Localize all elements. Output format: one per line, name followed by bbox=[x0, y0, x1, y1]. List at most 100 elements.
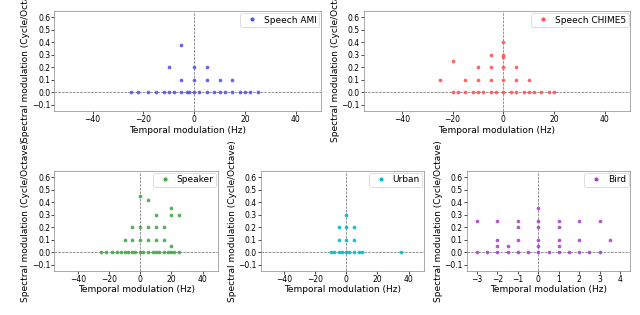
Point bbox=[154, 250, 164, 255]
Point bbox=[452, 90, 463, 95]
Point bbox=[492, 237, 502, 242]
Point bbox=[473, 65, 483, 70]
Point bbox=[135, 237, 145, 242]
Point bbox=[544, 90, 554, 95]
Point bbox=[127, 225, 138, 230]
Point bbox=[150, 212, 161, 217]
Point bbox=[341, 237, 351, 242]
Point bbox=[533, 250, 543, 255]
Point bbox=[533, 206, 543, 211]
Point bbox=[100, 250, 111, 255]
Point bbox=[189, 65, 199, 70]
Point bbox=[329, 250, 339, 255]
Point bbox=[151, 90, 161, 95]
Point bbox=[133, 90, 143, 95]
Point bbox=[245, 90, 255, 95]
Legend: Speech CHIME5: Speech CHIME5 bbox=[531, 13, 628, 27]
Point bbox=[143, 250, 153, 255]
Point bbox=[584, 250, 595, 255]
Point bbox=[235, 90, 245, 95]
Point bbox=[122, 250, 132, 255]
Point bbox=[492, 218, 502, 223]
Point bbox=[135, 193, 145, 198]
Point bbox=[486, 52, 496, 57]
Point bbox=[472, 250, 482, 255]
Point bbox=[460, 77, 470, 82]
Point bbox=[202, 90, 212, 95]
Point bbox=[574, 218, 584, 223]
Point bbox=[396, 250, 406, 255]
Point bbox=[159, 90, 169, 95]
Point bbox=[499, 52, 509, 57]
Point bbox=[176, 77, 186, 82]
Point bbox=[143, 90, 154, 95]
Point bbox=[169, 90, 179, 95]
Point bbox=[143, 237, 153, 242]
Point bbox=[170, 250, 180, 255]
Point bbox=[491, 90, 501, 95]
Point bbox=[111, 250, 122, 255]
Point bbox=[159, 250, 169, 255]
Point bbox=[120, 250, 130, 255]
Point bbox=[486, 90, 496, 95]
Point bbox=[214, 90, 225, 95]
X-axis label: Temporal modulation (Hz): Temporal modulation (Hz) bbox=[438, 126, 556, 135]
Point bbox=[506, 90, 516, 95]
Point bbox=[513, 237, 523, 242]
Point bbox=[341, 225, 351, 230]
Point bbox=[333, 237, 344, 242]
Point bbox=[127, 250, 138, 255]
Point bbox=[447, 90, 458, 95]
Point bbox=[202, 77, 212, 82]
Point bbox=[227, 90, 237, 95]
Point bbox=[194, 90, 204, 95]
Y-axis label: Spectral modulation (Cycle/Octave): Spectral modulation (Cycle/Octave) bbox=[434, 140, 443, 302]
X-axis label: Temporal modulation (Hz): Temporal modulation (Hz) bbox=[129, 126, 246, 135]
Point bbox=[486, 77, 496, 82]
Point bbox=[502, 243, 513, 249]
Point bbox=[468, 90, 478, 95]
Point bbox=[492, 243, 502, 249]
Point bbox=[349, 225, 359, 230]
Point bbox=[135, 250, 145, 255]
Point bbox=[125, 90, 136, 95]
Point bbox=[549, 90, 559, 95]
Point bbox=[574, 237, 584, 242]
Point bbox=[356, 250, 367, 255]
Point bbox=[341, 250, 351, 255]
Point bbox=[209, 90, 220, 95]
Point bbox=[435, 77, 445, 82]
Y-axis label: Spectral modulation (Cycle/Octave): Spectral modulation (Cycle/Octave) bbox=[331, 0, 340, 142]
Point bbox=[574, 250, 584, 255]
Point bbox=[227, 77, 237, 82]
Point bbox=[533, 237, 543, 242]
Point bbox=[499, 65, 509, 70]
Point bbox=[174, 250, 184, 255]
Point bbox=[135, 225, 145, 230]
Point bbox=[341, 212, 351, 217]
Point bbox=[164, 90, 174, 95]
X-axis label: Temporal modulation (Hz): Temporal modulation (Hz) bbox=[490, 285, 607, 295]
Point bbox=[96, 250, 106, 255]
Point bbox=[202, 65, 212, 70]
Point bbox=[184, 90, 194, 95]
Point bbox=[499, 77, 509, 82]
Y-axis label: Spectral modulation (Cycle/Octave): Spectral modulation (Cycle/Octave) bbox=[22, 140, 31, 302]
Point bbox=[337, 250, 347, 255]
Legend: Speech AMI: Speech AMI bbox=[240, 13, 319, 27]
Point bbox=[333, 250, 344, 255]
Point bbox=[486, 65, 496, 70]
Point bbox=[492, 250, 502, 255]
Point bbox=[513, 250, 523, 255]
Point bbox=[478, 90, 488, 95]
Y-axis label: Spectral modulation (Cycle/Octave): Spectral modulation (Cycle/Octave) bbox=[228, 140, 237, 302]
X-axis label: Temporal modulation (Hz): Temporal modulation (Hz) bbox=[284, 285, 401, 295]
Point bbox=[189, 77, 199, 82]
Point bbox=[511, 90, 521, 95]
Legend: Urban: Urban bbox=[369, 173, 422, 187]
Point bbox=[533, 243, 543, 249]
Point bbox=[150, 237, 161, 242]
Point bbox=[120, 237, 130, 242]
Point bbox=[513, 218, 523, 223]
Point bbox=[554, 250, 564, 255]
